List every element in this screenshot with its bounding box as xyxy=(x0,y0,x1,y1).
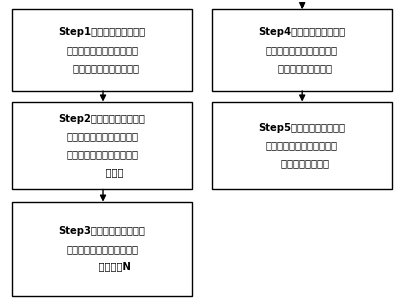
Text: 频点、最低频点的相位值: 频点、最低频点的相位值 xyxy=(65,63,139,73)
Text: Step1：测试阵列转发器各: Step1：测试阵列转发器各 xyxy=(59,27,145,37)
Text: 通道，以基准通道进行归一: 通道，以基准通道进行归一 xyxy=(66,149,138,160)
Bar xyxy=(12,102,192,189)
Text: 偿的传输线相位值: 偿的传输线相位值 xyxy=(274,158,330,168)
Text: Step4：计算各通道在中心: Step4：计算各通道在中心 xyxy=(259,27,345,37)
Text: 相对于基准通道分别需要补: 相对于基准通道分别需要补 xyxy=(266,140,338,151)
Text: 带宽内的色散值，选定基准: 带宽内的色散值，选定基准 xyxy=(66,132,138,142)
Text: 频点相对于基准通道中心频: 频点相对于基准通道中心频 xyxy=(266,45,338,55)
Bar xyxy=(12,202,192,296)
Text: 通道分别在最高频点、中心: 通道分别在最高频点、中心 xyxy=(66,45,138,55)
Bar xyxy=(212,9,392,91)
Text: 点传输线相位补偿值: 点传输线相位补偿值 xyxy=(271,63,332,73)
Text: Step5：计算出其它各通道: Step5：计算出其它各通道 xyxy=(259,123,345,133)
Text: Step3：计算各通道相对于: Step3：计算各通道相对于 xyxy=(59,226,145,236)
Text: 化处理: 化处理 xyxy=(81,167,123,177)
Text: 基准通道需要补偿的传输线: 基准通道需要补偿的传输线 xyxy=(66,244,138,254)
Bar xyxy=(12,9,192,91)
Text: Step2：计算各通道在工作: Step2：计算各通道在工作 xyxy=(59,114,145,124)
Text: 的周期数N: 的周期数N xyxy=(74,261,130,272)
Bar xyxy=(212,102,392,189)
